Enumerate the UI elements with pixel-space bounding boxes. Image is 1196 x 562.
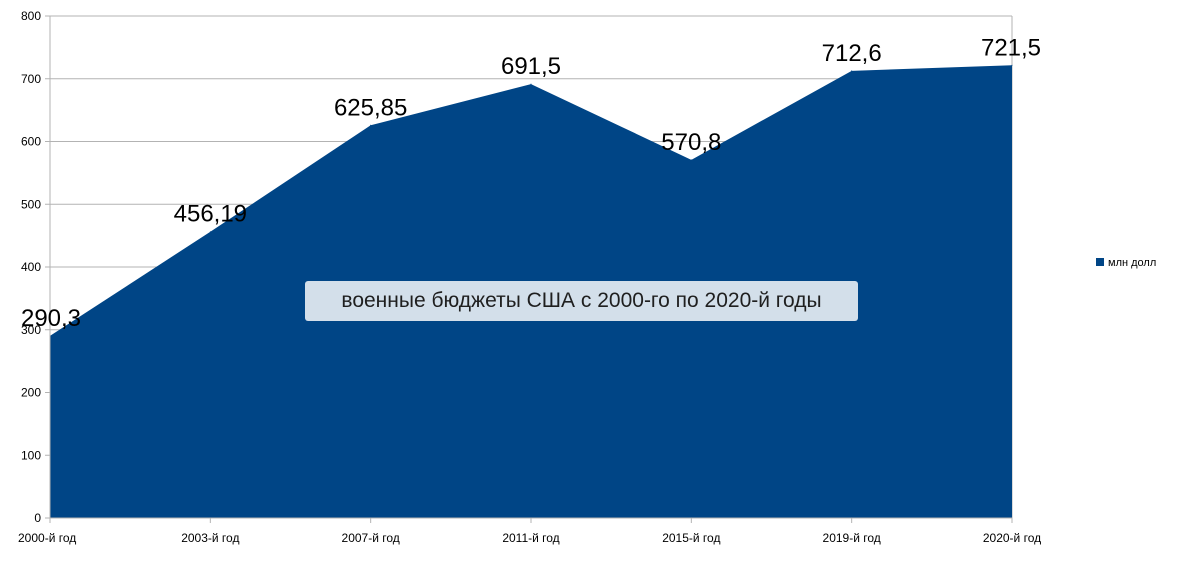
data-label: 625,85 <box>334 94 407 121</box>
y-tick-label: 500 <box>21 197 41 211</box>
legend: млн долл <box>1096 257 1156 269</box>
x-tick-label: 2007-й год <box>342 531 400 545</box>
y-tick-label: 0 <box>34 511 41 525</box>
y-tick-label: 700 <box>21 72 41 86</box>
x-tick-label: 2015-й год <box>662 531 720 545</box>
data-labels: 290,3 456,19 625,85 691,5 570,8 712,6 721,5 <box>21 34 1041 332</box>
data-label: 456,19 <box>174 201 247 228</box>
x-tick-labels: 2000-й год 2003-й год 2007-й год 2011-й год… <box>18 531 1041 545</box>
x-tick-label: 2003-й год <box>181 531 239 545</box>
axes <box>49 16 1013 523</box>
data-point <box>690 159 692 161</box>
data-point <box>370 124 372 126</box>
data-label: 570,8 <box>661 129 721 156</box>
legend-label: млн долл <box>1108 257 1156 269</box>
data-label: 712,6 <box>822 40 882 67</box>
y-tick-labels: 0 100 200 300 400 500 600 700 800 <box>21 9 41 525</box>
data-label: 691,5 <box>501 53 561 80</box>
x-tick-label: 2000-й год <box>18 531 76 545</box>
data-point <box>209 231 211 233</box>
y-tick-label: 100 <box>21 448 41 462</box>
x-tick-label: 2011-й год <box>502 531 559 545</box>
data-point <box>1011 64 1013 66</box>
y-tick-label: 300 <box>21 323 41 337</box>
y-tick-label: 200 <box>21 386 41 400</box>
data-label: 290,3 <box>21 305 81 332</box>
x-tick-label: 2020-й год <box>983 531 1041 545</box>
y-tick-label: 600 <box>21 135 41 149</box>
data-point <box>851 70 853 72</box>
y-tick-label: 800 <box>21 9 41 23</box>
data-label: 721,5 <box>981 34 1041 61</box>
x-tick-label: 2019-й год <box>823 531 881 545</box>
legend-swatch <box>1096 258 1104 266</box>
data-point <box>530 83 532 85</box>
chart-title: военные бюджеты США с 2000-го по 2020-й … <box>305 281 858 321</box>
y-tick-label: 400 <box>21 260 41 274</box>
